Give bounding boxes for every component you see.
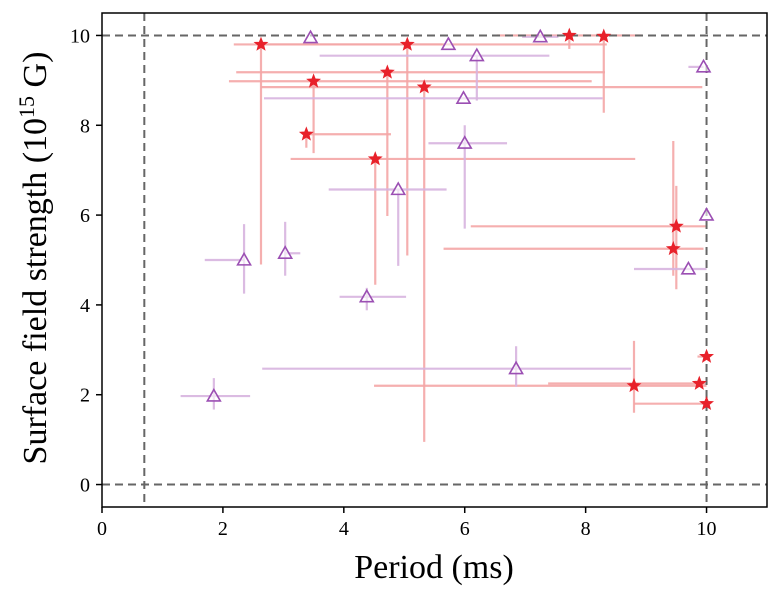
star-marker — [416, 79, 432, 94]
triangle-marker — [468, 47, 485, 62]
errorbars-layer — [180, 34, 707, 442]
x-tick-label: 8 — [581, 518, 591, 540]
triangle-marker — [508, 360, 524, 375]
x-tick-label: 4 — [339, 518, 349, 540]
star-marker — [596, 28, 612, 43]
triangle-marker — [455, 90, 472, 105]
triangle-marker — [680, 260, 697, 275]
star-marker — [668, 218, 684, 233]
y-axis-label-suffix: G) — [17, 52, 54, 96]
star-marker — [699, 348, 714, 363]
triangle-marker — [302, 29, 319, 44]
star-marker — [379, 64, 395, 79]
y-tick-label: 10 — [70, 25, 90, 47]
x-tick-label: 0 — [97, 518, 107, 540]
x-axis-ticks: 0 2 4 6 8 10 — [97, 507, 717, 540]
plot-frame — [101, 12, 768, 508]
triangle-marker — [456, 135, 473, 149]
y-tick-label: 8 — [80, 115, 90, 137]
y-tick-label: 2 — [80, 385, 90, 407]
triangle-marker — [532, 28, 549, 43]
triangle-marker — [390, 181, 407, 196]
markers-layer — [205, 27, 715, 411]
star-marker — [253, 36, 269, 51]
y-tick-label: 4 — [80, 295, 90, 317]
y-axis-ticks: 0 2 4 6 8 10 — [70, 25, 102, 497]
x-tick-label: 2 — [218, 518, 228, 540]
star-marker — [626, 377, 642, 393]
y-axis-label-exponent: 15 — [14, 96, 39, 118]
star-marker — [561, 27, 577, 42]
x-axis-label: Period (ms) — [354, 549, 514, 586]
triangle-marker — [277, 245, 294, 259]
star-marker — [306, 73, 322, 88]
star-marker — [298, 126, 314, 141]
y-tick-label: 6 — [80, 205, 90, 227]
triangle-marker — [695, 58, 712, 73]
triangle-marker — [698, 206, 715, 221]
y-tick-label: 0 — [80, 475, 90, 497]
y-axis-label-prefix: Surface field strength (10 — [17, 118, 54, 465]
star-marker — [399, 36, 415, 51]
triangle-marker — [205, 387, 222, 402]
star-marker — [691, 375, 707, 390]
triangle-marker — [358, 288, 375, 303]
x-tick-label: 6 — [460, 518, 470, 540]
star-marker — [665, 240, 681, 256]
reference-lines — [102, 13, 767, 507]
triangle-marker — [236, 251, 252, 266]
star-marker — [367, 151, 383, 166]
y-axis-label: Surface field strength (1015 G) — [14, 52, 54, 465]
x-tick-label: 10 — [697, 518, 717, 540]
triangle-marker — [440, 36, 457, 51]
star-marker — [699, 395, 714, 411]
